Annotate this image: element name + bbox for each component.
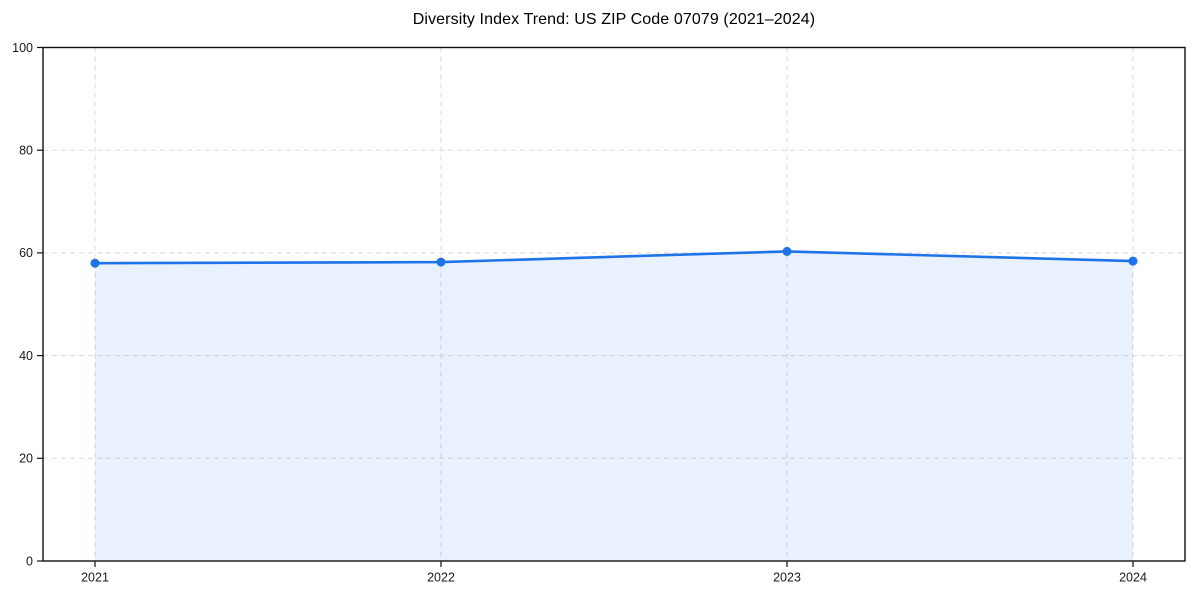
- data-point-marker: [1128, 256, 1138, 266]
- data-point-marker: [90, 258, 100, 268]
- area-fill-path: [95, 251, 1133, 561]
- trend-line-path: [93, 250, 1135, 265]
- chart-title: Diversity Index Trend: US ZIP Code 07079…: [412, 11, 816, 28]
- y-tick-label: 100: [12, 41, 33, 55]
- trend-line: [93, 250, 1135, 265]
- x-tick-label: 2022: [427, 571, 455, 585]
- y-tick-label: 80: [19, 144, 33, 158]
- x-tick-label: 2024: [1119, 571, 1147, 585]
- y-tick-label: 40: [19, 349, 33, 363]
- axes: [37, 46, 1186, 567]
- data-point-marker: [436, 257, 446, 267]
- plot-frame: [42, 46, 1186, 562]
- data-point-marker: [782, 246, 792, 256]
- tick-labels: 0 20 40 60 80 100 2021 2022 2023 2024: [12, 41, 1147, 585]
- y-tick-label: 0: [26, 554, 33, 568]
- gridlines: [43, 47, 1185, 561]
- y-tick-label: 60: [19, 246, 33, 260]
- y-tick-label: 20: [19, 452, 33, 466]
- data-points: [90, 246, 1138, 268]
- x-tick-label: 2023: [773, 571, 801, 585]
- x-tick-label: 2021: [81, 571, 109, 585]
- area-fill: [95, 251, 1133, 561]
